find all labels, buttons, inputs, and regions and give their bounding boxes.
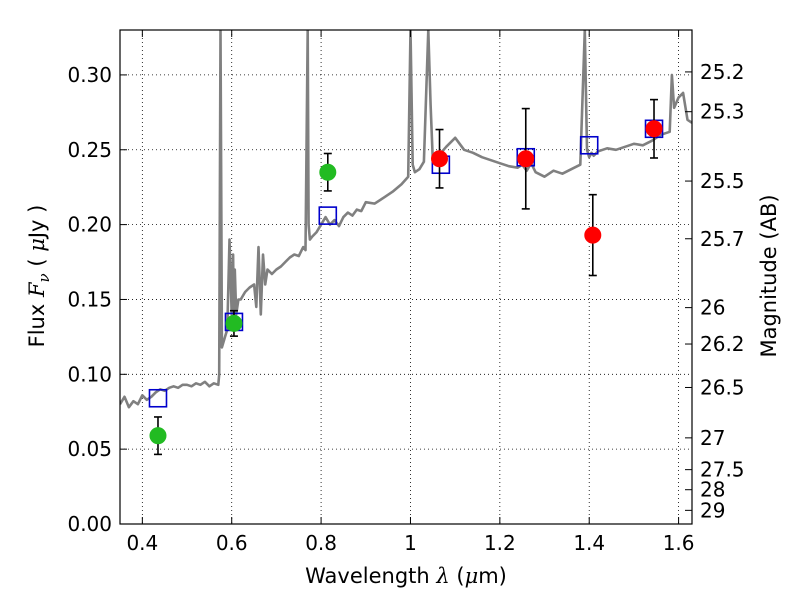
y-tick-label: 0.15 (67, 287, 112, 311)
plot-area (120, 30, 692, 456)
magnitude-tick-label: 25.2 (700, 60, 745, 84)
y2-axis-label: Magnitude (AB) (757, 194, 781, 357)
x-tick-label: 0.8 (305, 531, 337, 555)
magnitude-tick-label: 27.5 (700, 458, 745, 482)
y-tick-label: 0.10 (67, 362, 112, 386)
y-tick-label: 0.05 (67, 437, 112, 461)
x-tick-label: 1.6 (663, 531, 695, 555)
x-tick-label: 1.4 (573, 531, 605, 555)
x-tick-label: 1 (404, 531, 417, 555)
grid (120, 30, 692, 525)
model-flux-square (318, 206, 338, 225)
x-tick-label: 1.2 (484, 531, 516, 555)
magnitude-tick-label: 26 (700, 296, 725, 320)
magnitude-tick-label: 25.7 (700, 227, 745, 251)
plot-frame (119, 29, 693, 525)
magnitude-tick-label: 26.5 (700, 375, 745, 399)
plot-content (120, 30, 692, 456)
nir-photometry-point (517, 150, 535, 168)
magnitude-tick-label: 25.5 (700, 169, 745, 193)
y-tick-label: 0.30 (67, 63, 112, 87)
optical-photometry-point (225, 314, 243, 332)
magnitude-tick-label: 29 (700, 498, 725, 522)
x-axis-label: Wavelength λ (μm) (305, 564, 507, 588)
model-flux-square (579, 135, 599, 155)
x-tick-label: 0.4 (126, 531, 158, 555)
y-tick-label: 0.00 (67, 512, 112, 536)
axis-ticks: 0.4 0.6 0.8 1 1.2 1.4 1.6 0.00 0.05 0.10 0.15 0.20 0… (67, 30, 745, 555)
template-spectrum-line (120, 30, 692, 409)
model-flux-square (148, 388, 168, 408)
magnitude-tick-label: 28 (700, 478, 725, 502)
nir-photometry-point (431, 150, 449, 168)
nir-photometry-point (584, 226, 602, 244)
optical-photometry-point (319, 163, 337, 181)
nir-photometry-point (645, 120, 663, 138)
optical-photometry-point (149, 427, 167, 445)
magnitude-tick-label: 25.3 (700, 100, 745, 124)
y-tick-label: 0.25 (67, 138, 112, 162)
x-tick-label: 0.6 (216, 531, 248, 555)
y-tick-label: 0.20 (67, 213, 112, 237)
y-axis-label: Flux Fν ( μJy ) (25, 205, 53, 348)
magnitude-tick-label: 26.2 (700, 332, 745, 356)
magnitude-tick-label: 27 (700, 426, 725, 450)
